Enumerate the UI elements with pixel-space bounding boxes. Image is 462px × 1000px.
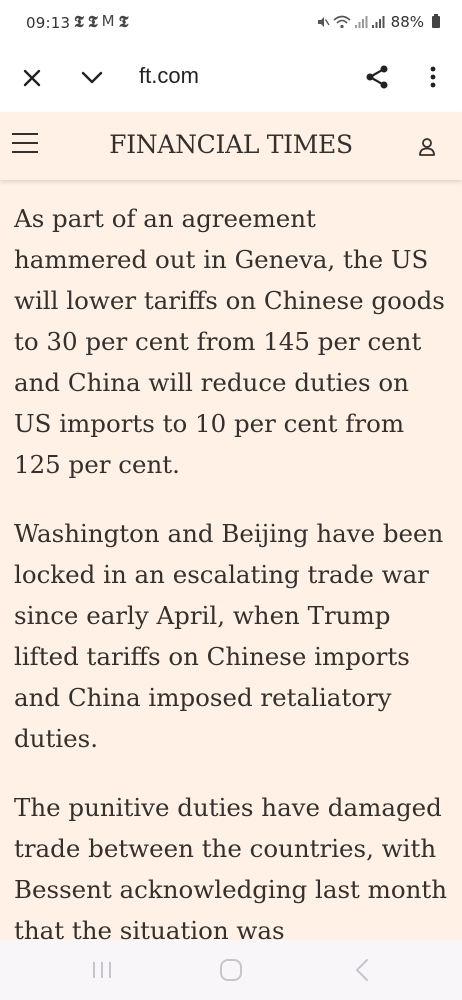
wifi-icon xyxy=(333,15,351,29)
article-paragraph: The punitive duties have damaged trade b… xyxy=(14,793,448,940)
home-icon xyxy=(220,959,242,981)
minimize-button[interactable] xyxy=(78,64,106,92)
chevron-down-icon xyxy=(81,71,103,84)
share-button[interactable] xyxy=(362,62,392,92)
back-icon xyxy=(355,959,368,981)
more-options-button[interactable] xyxy=(418,62,448,92)
system-icons xyxy=(316,15,385,29)
account-icon xyxy=(419,138,435,156)
ft-header: FINANCIAL TIMES xyxy=(0,112,462,180)
back-button[interactable] xyxy=(350,958,374,982)
gmail-notification-icon: M xyxy=(101,12,115,30)
recent-apps-icon xyxy=(93,962,111,978)
more-vertical-icon xyxy=(430,66,436,88)
battery-icon xyxy=(432,14,440,28)
recent-apps-button[interactable] xyxy=(90,958,114,982)
status-right: 88% xyxy=(316,13,440,31)
ft-logo[interactable]: FINANCIAL TIMES xyxy=(109,130,353,159)
close-icon xyxy=(23,69,41,87)
nyt-notification-icon: 𝕿 xyxy=(74,12,84,31)
article-paragraph: As part of an agreement hammered out in … xyxy=(14,204,445,479)
article-body: As part of an agreement hammered out in … xyxy=(14,198,450,940)
signal-icon xyxy=(371,16,385,28)
navigation-bar xyxy=(0,940,462,1000)
nyt-notification-icon: 𝕿 xyxy=(87,12,98,31)
close-button[interactable] xyxy=(18,64,46,92)
hamburger-menu-icon[interactable] xyxy=(12,133,40,159)
account-button[interactable] xyxy=(414,134,440,160)
status-bar: 09:13 𝕿 𝕿 M 𝕿 xyxy=(0,0,462,48)
browser-toolbar: ft.com xyxy=(0,48,462,113)
nyt-notification-icon: 𝕿 xyxy=(118,12,129,31)
battery-percent: 88% xyxy=(390,13,424,31)
signal-icon xyxy=(354,16,368,28)
status-time: 09:13 xyxy=(26,14,71,32)
article-paragraph: Washington and Beijing have been locked … xyxy=(14,519,444,753)
mute-icon xyxy=(317,17,330,27)
home-button[interactable] xyxy=(219,958,243,982)
share-icon xyxy=(366,65,388,89)
notification-icons: 𝕿 𝕿 M 𝕿 xyxy=(74,12,128,32)
url-display[interactable]: ft.com xyxy=(139,63,199,88)
